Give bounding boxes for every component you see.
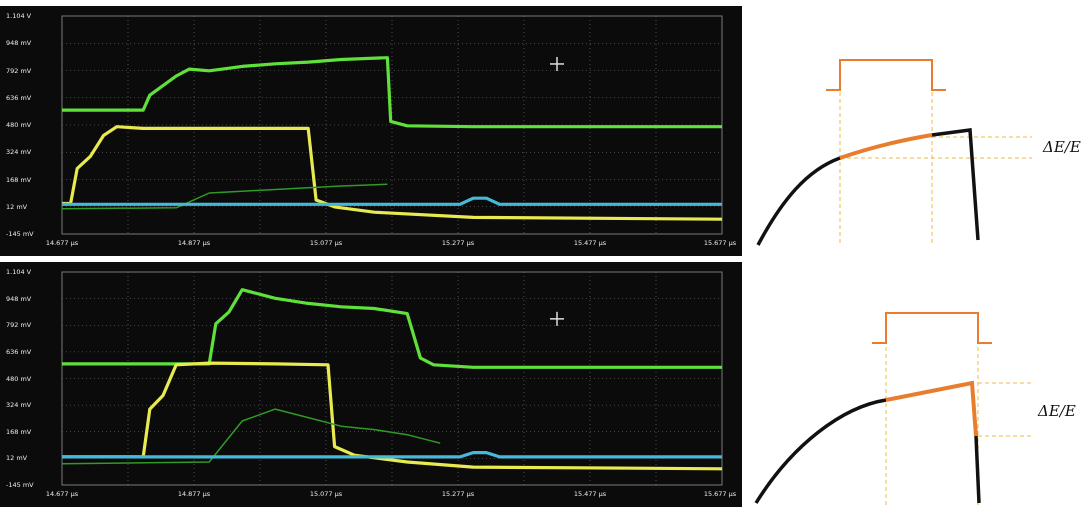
x-tick-label: 15.477 µs xyxy=(573,239,607,247)
y-tick-label: 12 mV xyxy=(6,454,28,463)
energy-curve-tail xyxy=(931,128,980,241)
trace-series-0 xyxy=(62,56,722,129)
x-tick-label: 14.877 µs xyxy=(177,490,211,498)
x-tick-label: 15.077 µs xyxy=(309,490,343,498)
scope-plot-bottom xyxy=(61,271,723,486)
y-tick-label: 480 mV xyxy=(6,121,32,129)
scope-screen-bottom: 1.104 V 948 mV 792 mV 636 mV 480 mV 324 mV 168… xyxy=(0,262,742,507)
x-tick-label: 15.677 µs xyxy=(703,490,737,498)
gate-pulse xyxy=(872,312,992,344)
x-tick-label: 15.677 µs xyxy=(703,239,737,247)
y-tick-label: 636 mV xyxy=(6,347,32,356)
x-tick-label: 14.677 µs xyxy=(45,239,79,247)
energy-curve-segment xyxy=(885,380,978,437)
energy-curve-segment xyxy=(839,133,933,160)
scope-screen-top: 1.104 V 948 mV 792 mV 636 mV 480 mV 324 mV 168… xyxy=(0,6,742,256)
energy-curve xyxy=(756,156,841,246)
trace-series-3 xyxy=(62,451,722,459)
delta-e-label-bottom: ΔE/E xyxy=(1038,402,1076,420)
energy-schematic-bottom xyxy=(754,312,1032,505)
x-tick-label: 15.277 µs xyxy=(441,490,475,498)
y-tick-label: 168 mV xyxy=(6,427,32,436)
energy-curve xyxy=(754,398,887,504)
y-tick-label: 324 mV xyxy=(6,401,32,410)
trace-series-3 xyxy=(62,196,722,206)
trace-series-1 xyxy=(62,361,723,471)
gate-pulse xyxy=(826,59,946,91)
y-tick-label: 1.104 V xyxy=(6,268,32,276)
energy-schematic-top xyxy=(756,59,1032,246)
y-tick-label: 324 mV xyxy=(6,148,32,157)
plot-frame xyxy=(61,271,723,486)
x-tick-label: 15.477 µs xyxy=(573,490,607,498)
trace-series-1 xyxy=(62,125,723,221)
y-tick-label: 792 mV xyxy=(6,321,32,330)
y-tick-label: -145 mV xyxy=(6,230,34,238)
x-tick-label: 14.877 µs xyxy=(177,239,211,247)
y-tick-label: 948 mV xyxy=(6,294,32,303)
x-tick-label: 14.677 µs xyxy=(45,490,79,498)
y-tick-label: 792 mV xyxy=(6,66,32,75)
trace-series-2 xyxy=(61,408,441,465)
y-tick-label: 12 mV xyxy=(6,202,28,211)
y-tick-label: 480 mV xyxy=(6,374,32,383)
y-tick-label: 948 mV xyxy=(6,39,32,48)
y-tick-label: 636 mV xyxy=(6,93,32,102)
x-tick-label: 15.277 µs xyxy=(441,239,475,247)
trace-series-0 xyxy=(62,288,722,369)
y-tick-label: 168 mV xyxy=(6,175,32,184)
y-tick-label: -145 mV xyxy=(6,481,34,489)
scope-plot-top xyxy=(61,15,723,235)
delta-e-label-top: ΔE/E xyxy=(1043,138,1081,156)
energy-curve-tail xyxy=(974,435,981,504)
x-tick-label: 15.077 µs xyxy=(309,239,343,247)
y-tick-label: 1.104 V xyxy=(6,12,32,20)
